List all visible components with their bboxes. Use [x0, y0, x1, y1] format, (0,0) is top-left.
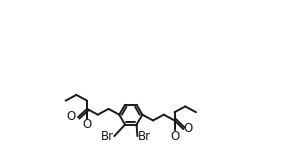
Text: O: O	[67, 110, 76, 123]
Text: Br: Br	[101, 130, 114, 143]
Text: O: O	[184, 122, 193, 135]
Text: O: O	[170, 130, 179, 143]
Text: Br: Br	[137, 130, 151, 143]
Text: O: O	[82, 118, 91, 132]
